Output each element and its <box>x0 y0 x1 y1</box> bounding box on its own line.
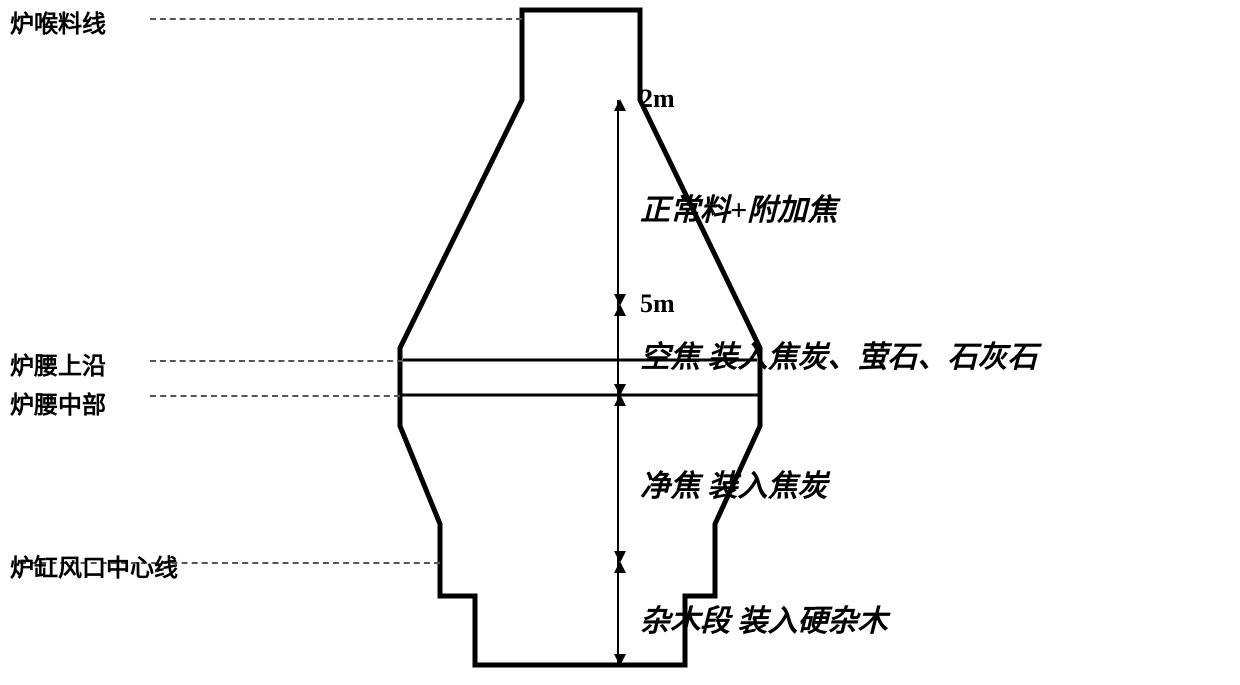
label-throat: 炉喉料线 <box>10 4 106 39</box>
dash-throat <box>150 18 522 20</box>
label-normal-charge: 正常料+附加焦 <box>640 185 837 229</box>
label-belly-mid: 炉腰中部 <box>10 385 106 420</box>
label-2m: 2m <box>640 84 675 114</box>
dim-clean-coke <box>617 395 619 562</box>
label-belly-top: 炉腰上沿 <box>10 346 106 381</box>
dash-belly-mid-left <box>150 395 400 397</box>
label-clean-coke: 净焦 装入焦炭 <box>640 461 828 505</box>
label-blank-coke: 空焦 装入焦炭、萤石、石灰石 <box>640 332 1038 376</box>
label-5m: 5m <box>640 289 675 319</box>
dash-belly-top-left <box>150 360 403 362</box>
label-tuyere: 炉缸风口中心线 <box>10 548 178 583</box>
dim-wood <box>617 562 619 665</box>
label-wood: 杂木段 装入硬杂木 <box>640 596 888 640</box>
dim-blank-coke <box>617 305 619 395</box>
dim-normal-charge <box>617 100 619 305</box>
